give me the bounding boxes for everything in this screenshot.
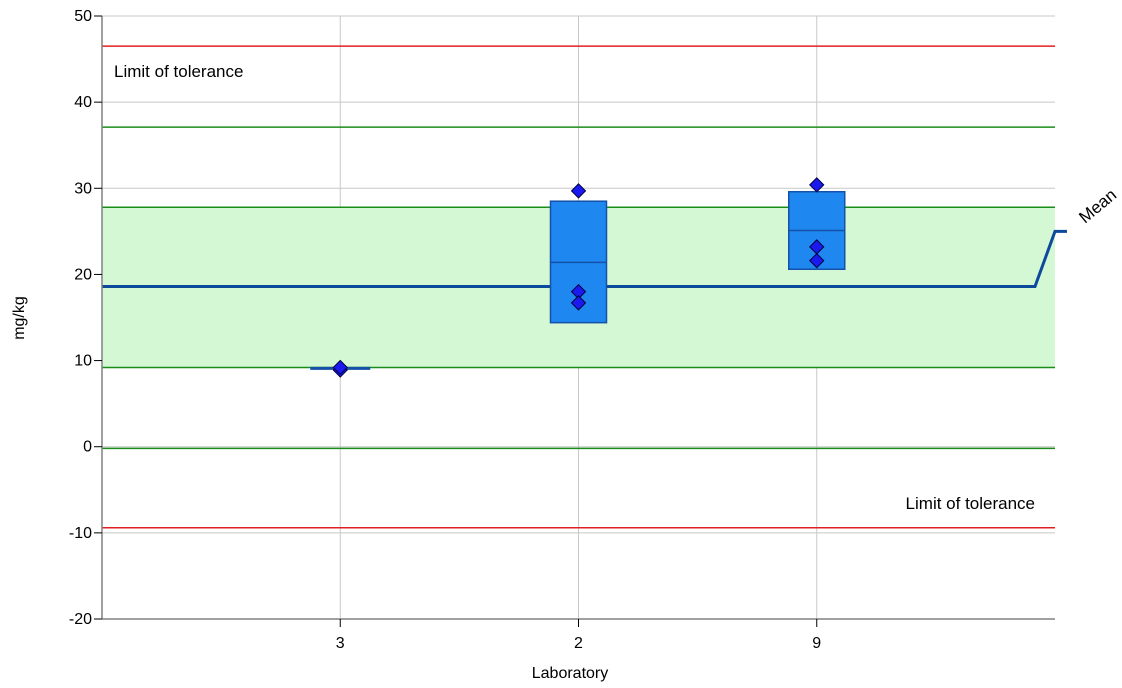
data-point-9 xyxy=(809,252,825,269)
y-tick-label: 30 xyxy=(74,180,92,197)
y-tick-label: 40 xyxy=(74,94,92,111)
x-tick-label: 2 xyxy=(574,635,583,652)
axes-layer: -20 -10 0 10 20 30 40 50 3 2 9 xyxy=(69,8,1055,652)
y-tick-label: -10 xyxy=(69,525,92,542)
data-point-2 xyxy=(570,295,587,311)
y-tick-label: 50 xyxy=(74,8,92,25)
x-tick-label: 3 xyxy=(336,635,345,652)
y-tick-label: -20 xyxy=(69,611,92,628)
x-axis-title: Laboratory xyxy=(532,665,609,682)
y-axis-title: mg/kg xyxy=(11,296,28,340)
data-point-2 xyxy=(570,183,587,199)
data-point-9 xyxy=(809,177,825,193)
lower-limit-of-tolerance-label: Limit of tolerance xyxy=(906,494,1035,513)
y-tick-label: 0 xyxy=(83,439,92,456)
mean-label: Mean xyxy=(1075,185,1120,227)
upper-limit-of-tolerance-label: Limit of tolerance xyxy=(114,62,243,81)
x-tick-label: 9 xyxy=(812,635,821,652)
boxes-layer xyxy=(310,177,846,378)
y-tick-label: 10 xyxy=(74,353,92,370)
data-point-3 xyxy=(332,359,348,376)
y-tick-label: 20 xyxy=(74,266,92,283)
